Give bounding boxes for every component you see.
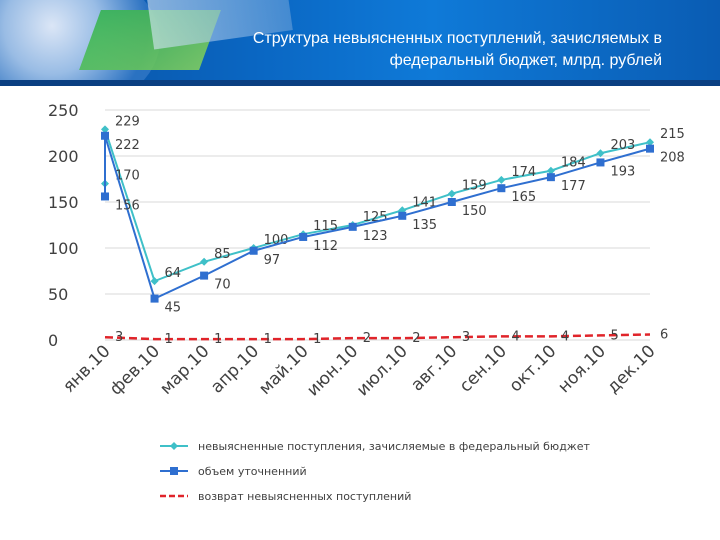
legend-item: объем уточненний — [160, 465, 680, 490]
slide-header: Структура невыясненных поступлений, зачи… — [0, 0, 720, 86]
chart-legend: невыясненные поступления, зачисляемые в … — [160, 440, 680, 515]
slide-title-line: Структура невыясненных поступлений, зачи… — [252, 30, 662, 47]
data-label: 4 — [511, 329, 519, 344]
data-point — [596, 158, 605, 167]
data-label: 5 — [610, 328, 618, 343]
x-tick-label: авг.10 — [407, 341, 461, 395]
data-label: 3 — [115, 330, 123, 345]
data-label: 6 — [660, 327, 668, 342]
legend-swatch — [160, 467, 188, 475]
x-tick-label: мар.10 — [156, 341, 213, 398]
data-label: 156 — [115, 198, 140, 213]
y-tick-label: 150 — [48, 193, 79, 212]
x-tick-label: апр.10 — [207, 341, 263, 397]
data-label: 100 — [264, 233, 289, 248]
data-point — [646, 138, 654, 147]
data-point — [249, 246, 258, 255]
data-label: 2 — [363, 331, 371, 346]
series-line — [104, 129, 651, 283]
data-point — [150, 277, 159, 286]
legend-swatch — [160, 442, 188, 450]
data-label: 150 — [462, 204, 487, 219]
legend-swatch — [160, 494, 188, 498]
x-tick-label: дек.10 — [603, 341, 659, 397]
data-point — [447, 189, 456, 198]
x-tick-label: май.10 — [255, 341, 313, 399]
data-label: 1 — [165, 332, 173, 347]
data-label: 3 — [462, 330, 470, 345]
series-line — [104, 333, 651, 341]
data-label: 184 — [561, 156, 586, 171]
legend-label: объем уточненний — [198, 465, 307, 478]
data-label: 177 — [561, 179, 586, 194]
data-label: 1 — [313, 332, 321, 347]
data-point — [447, 198, 456, 206]
data-label: 208 — [660, 151, 685, 166]
data-label: 170 — [115, 169, 140, 184]
data-label: 135 — [412, 218, 437, 233]
data-label: 1 — [214, 332, 222, 347]
data-label: 193 — [610, 164, 635, 179]
data-point — [200, 257, 209, 266]
data-point — [299, 232, 308, 241]
data-label: 159 — [462, 179, 487, 194]
data-point — [348, 222, 357, 231]
data-label: 203 — [610, 138, 635, 153]
x-tick-label: янв.10 — [59, 341, 114, 396]
data-point — [646, 144, 654, 153]
data-label: 1 — [264, 332, 272, 347]
data-label: 64 — [165, 266, 182, 281]
data-point — [150, 294, 159, 303]
data-point — [497, 175, 506, 184]
x-tick-label: сен.10 — [456, 341, 511, 396]
x-tick-label: июн.10 — [303, 341, 362, 400]
data-label: 215 — [660, 127, 685, 142]
data-point — [101, 192, 109, 201]
data-point — [546, 173, 555, 182]
data-label: 141 — [412, 195, 437, 210]
data-point — [101, 131, 109, 140]
data-point — [497, 184, 506, 193]
data-label: 123 — [363, 229, 388, 244]
slide-title-line: федеральный бюджет, млрд. рублей — [389, 52, 662, 69]
data-label: 85 — [214, 247, 231, 262]
data-label: 112 — [313, 239, 338, 254]
y-tick-label: 100 — [48, 239, 79, 258]
slide-title: Структура невыясненных поступлений, зачи… — [102, 28, 662, 72]
data-label: 174 — [511, 165, 536, 180]
data-point — [546, 166, 555, 175]
y-tick-label: 250 — [48, 101, 79, 120]
data-point — [200, 271, 209, 280]
x-tick-label: окт.10 — [506, 341, 561, 396]
data-label: 45 — [165, 301, 182, 316]
legend-label: невыясненные поступления, зачисляемые в … — [198, 440, 590, 453]
legend-item: невыясненные поступления, зачисляемые в … — [160, 440, 680, 465]
x-tick-label: фев.10 — [106, 341, 164, 399]
y-tick-label: 200 — [48, 147, 79, 166]
data-label: 2 — [412, 331, 420, 346]
y-tick-label: 50 — [48, 285, 68, 304]
data-label: 97 — [264, 253, 281, 268]
x-tick-label: июл.10 — [353, 341, 412, 400]
data-label: 222 — [115, 138, 140, 153]
data-point — [398, 211, 407, 220]
legend-item: возврат невыясненных поступлений — [160, 490, 680, 515]
data-label: 229 — [115, 114, 140, 129]
data-point — [101, 125, 109, 134]
header-underline — [0, 80, 720, 86]
data-label: 70 — [214, 278, 231, 293]
data-point — [596, 149, 605, 158]
data-label: 4 — [561, 329, 569, 344]
x-tick-label: ноя.10 — [554, 341, 610, 397]
legend-label: возврат невыясненных поступлений — [198, 490, 412, 503]
y-tick-label: 0 — [48, 331, 58, 350]
data-label: 165 — [511, 190, 536, 205]
